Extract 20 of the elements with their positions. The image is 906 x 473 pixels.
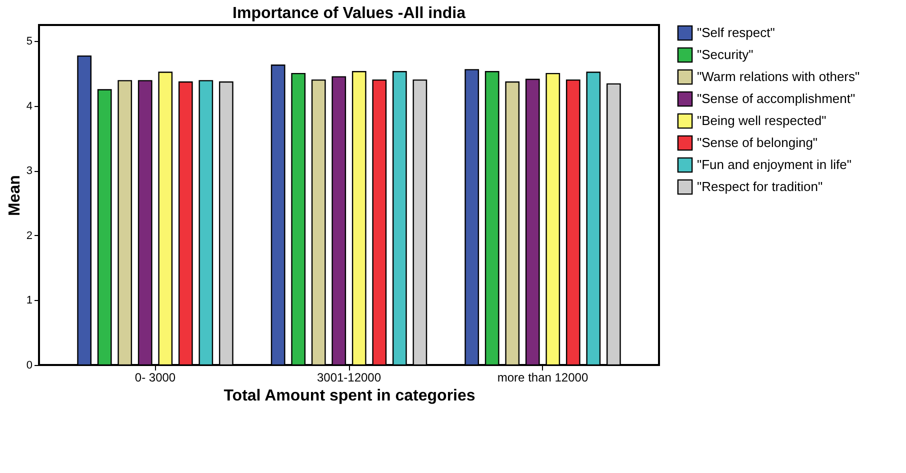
y-tick-label: 1 [26, 294, 32, 307]
legend-label: "Security" [697, 47, 754, 62]
chart-title: Importance of Values -All india [232, 5, 466, 22]
y-tick-label: 5 [26, 36, 32, 48]
legend-label: "Self respect" [697, 25, 776, 40]
legend-label: "Sense of belonging" [697, 135, 818, 150]
y-tick-label: 0 [26, 360, 32, 372]
y-axis-title: Mean [6, 175, 24, 216]
y-tick-label: 4 [26, 100, 32, 112]
legend-label: "Fun and enjoyment in life" [697, 157, 852, 172]
legend-label: "Warm relations with others" [697, 69, 860, 84]
legend-label: "Respect for tradition" [697, 179, 823, 194]
y-tick-label: 3 [26, 165, 32, 178]
legend-label: "Being well respected" [697, 113, 827, 128]
x-tick-label: more than 12000 [497, 370, 588, 384]
x-axis-title: Total Amount spent in categories [224, 388, 476, 404]
x-tick-label: 0- 3000 [134, 370, 176, 384]
y-tick-label: 2 [26, 230, 32, 242]
legend-label: "Sense of accomplishment" [697, 91, 856, 106]
x-tick-label: 3001-12000 [316, 370, 382, 384]
